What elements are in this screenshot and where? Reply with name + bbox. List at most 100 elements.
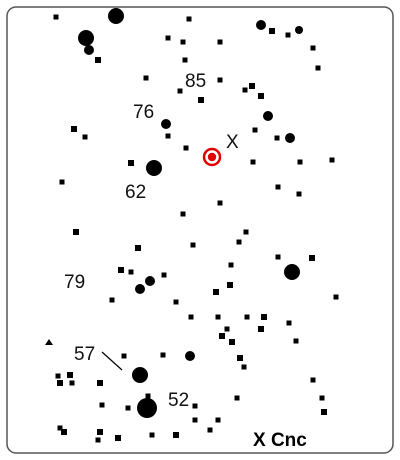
star [261, 314, 267, 320]
star [250, 159, 256, 165]
star-field [53, 8, 339, 443]
star [310, 377, 316, 383]
star [135, 245, 141, 251]
star [55, 373, 61, 379]
star [177, 88, 183, 94]
star [73, 229, 79, 235]
star [143, 75, 149, 81]
star [165, 35, 171, 41]
star [296, 191, 302, 197]
star [118, 267, 124, 273]
star [180, 211, 186, 217]
star [215, 314, 221, 320]
star [217, 39, 223, 45]
star [115, 435, 121, 441]
star [61, 429, 67, 435]
star [234, 395, 240, 401]
star [99, 402, 105, 408]
magnitude-label-57: 57 [74, 344, 95, 365]
star [132, 367, 148, 383]
star [186, 16, 192, 22]
star [160, 352, 166, 358]
star [227, 282, 233, 288]
star [71, 126, 77, 132]
star [269, 28, 275, 34]
star [333, 294, 339, 300]
star [97, 429, 103, 435]
star [59, 179, 65, 185]
star [173, 299, 179, 305]
star [217, 77, 223, 83]
star [229, 339, 235, 345]
star [295, 26, 303, 34]
triangle-marker [45, 339, 53, 345]
star [258, 326, 264, 332]
star [109, 297, 115, 303]
star [242, 87, 248, 93]
star [285, 32, 291, 38]
star [95, 437, 101, 443]
star [293, 338, 299, 344]
star [146, 160, 162, 176]
star [219, 333, 225, 339]
star [252, 127, 258, 133]
star [108, 8, 124, 24]
magnitude-label-79: 79 [64, 272, 85, 293]
star [145, 393, 151, 399]
star [207, 427, 213, 433]
star [149, 432, 155, 438]
star [180, 39, 186, 45]
star [297, 159, 303, 165]
star [285, 133, 295, 143]
star [57, 380, 63, 386]
label-57-pointer [101, 351, 123, 371]
star [121, 353, 127, 359]
star [84, 45, 94, 55]
star [69, 380, 75, 386]
star [145, 276, 155, 286]
star [161, 119, 171, 129]
star [183, 145, 189, 151]
star [67, 372, 73, 378]
star [188, 314, 194, 320]
star [78, 30, 94, 46]
star [57, 425, 63, 431]
star [315, 65, 321, 71]
star [192, 417, 198, 423]
star [190, 242, 196, 248]
magnitude-label-62: 62 [125, 182, 146, 203]
star [224, 326, 230, 332]
star [237, 355, 243, 361]
star [228, 262, 234, 268]
star [241, 364, 247, 370]
star [97, 380, 103, 386]
star [198, 97, 204, 103]
star [329, 157, 335, 163]
star [161, 272, 167, 278]
star [236, 239, 242, 245]
star [321, 409, 327, 415]
star [243, 229, 249, 235]
magnitude-label-85: 85 [185, 71, 206, 92]
star [213, 289, 219, 295]
star [53, 14, 59, 20]
star [275, 254, 281, 260]
star [256, 20, 266, 30]
magnitude-label-52: 52 [168, 390, 189, 411]
star [165, 133, 171, 139]
star [274, 135, 280, 141]
star [258, 93, 264, 99]
star [125, 405, 131, 411]
variable-star-label: X [226, 132, 239, 153]
star [185, 351, 195, 361]
star [263, 111, 273, 121]
star [309, 255, 315, 261]
star [244, 314, 250, 320]
star [128, 269, 134, 275]
variable-star-marker [202, 147, 222, 167]
star [217, 200, 223, 206]
star [135, 284, 145, 294]
star [173, 432, 179, 438]
star [182, 57, 188, 63]
